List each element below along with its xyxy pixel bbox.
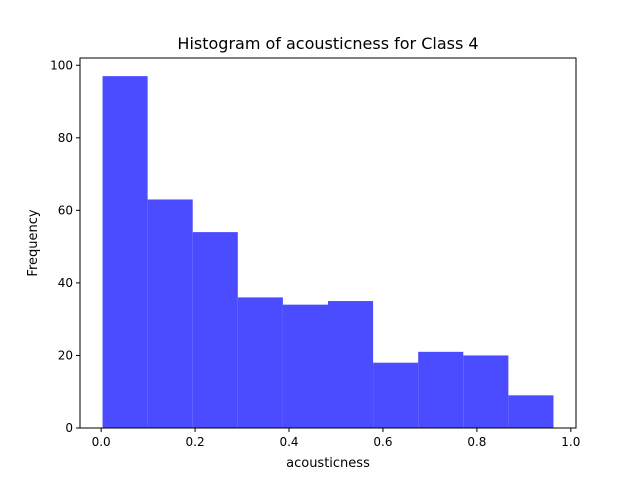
y-tick-label: 100 [50, 58, 73, 72]
x-tick-label: 0.6 [373, 435, 392, 449]
x-tick-label: 0.0 [92, 435, 111, 449]
x-tick-label: 0.4 [279, 435, 298, 449]
histogram-bar [147, 199, 193, 428]
histogram-bar [328, 301, 374, 428]
x-tick-label: 0.8 [467, 435, 486, 449]
histogram-bar [418, 351, 464, 428]
x-axis-ticks: 0.0 0.2 0.4 0.6 0.8 1.0 [92, 428, 580, 449]
y-tick-label: 80 [58, 131, 73, 145]
y-axis-label: Frequency [26, 209, 41, 276]
histogram-bar [373, 362, 419, 428]
y-axis-ticks: 0 20 40 60 80 100 [50, 58, 80, 435]
y-tick-label: 40 [58, 276, 73, 290]
plot-frame [79, 57, 577, 429]
histogram-bar [508, 395, 554, 428]
histogram-bar [102, 76, 148, 428]
histogram-bar [237, 297, 283, 428]
histogram-bar [463, 355, 509, 428]
chart-title: Histogram of acousticness for Class 4 [177, 34, 478, 53]
histogram-bar [282, 304, 328, 428]
y-tick-label: 20 [58, 348, 73, 362]
x-tick-label: 1.0 [561, 435, 580, 449]
y-tick-label: 60 [58, 203, 73, 217]
bars-group [102, 76, 554, 428]
x-axis-label: acousticness [286, 456, 370, 471]
histogram-bar [192, 232, 238, 428]
x-tick-label: 0.2 [186, 435, 205, 449]
y-tick-label: 0 [65, 421, 73, 435]
